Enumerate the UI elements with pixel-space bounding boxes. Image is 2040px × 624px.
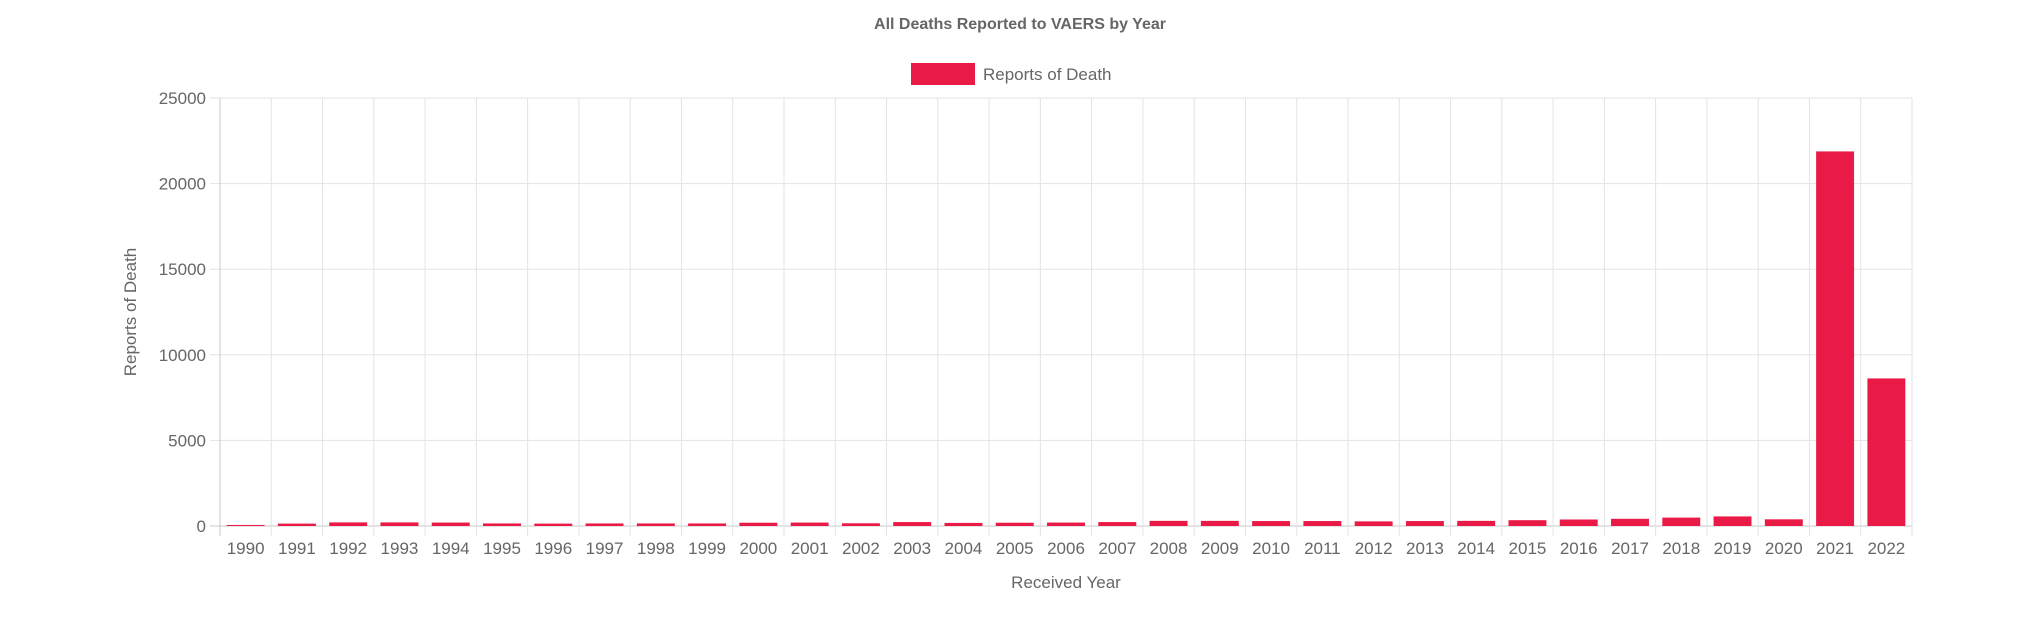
bar-1994[interactable] [431, 522, 470, 526]
x-tick-label: 2013 [1406, 539, 1444, 558]
x-tick-label: 2003 [893, 539, 931, 558]
x-tick-label: 1997 [586, 539, 624, 558]
bar-2018[interactable] [1662, 517, 1701, 526]
bar-2001[interactable] [790, 522, 829, 526]
bar-1997[interactable] [585, 523, 624, 526]
bar-2006[interactable] [1047, 522, 1085, 526]
bar-1998[interactable] [636, 523, 675, 526]
bar-2002[interactable] [841, 523, 880, 526]
bar-1995[interactable] [483, 523, 521, 526]
x-tick-label: 2011 [1304, 539, 1341, 558]
x-axis-title: Received Year [1011, 573, 1121, 592]
x-tick-label: 2018 [1662, 539, 1700, 558]
x-tick-label: 2022 [1867, 539, 1905, 558]
legend-label: Reports of Death [983, 65, 1112, 84]
x-tick-label: 2000 [739, 539, 777, 558]
bar-1991[interactable] [277, 523, 316, 526]
x-tick-label: 1995 [483, 539, 521, 558]
x-tick-label: 1990 [227, 539, 265, 558]
bar-2017[interactable] [1611, 518, 1649, 526]
x-tick-label: 1996 [534, 539, 572, 558]
grid-lines [210, 97, 1913, 536]
bar-2012[interactable] [1354, 521, 1393, 526]
x-tick-label: 1999 [688, 539, 726, 558]
x-tick-label: 2009 [1201, 539, 1239, 558]
y-tick-label: 15000 [159, 260, 206, 279]
bar-2015[interactable] [1508, 520, 1547, 526]
bar-2003[interactable] [893, 522, 932, 526]
x-tick-label: 1993 [381, 539, 419, 558]
chart-title: All Deaths Reported to VAERS by Year [874, 16, 1166, 33]
bar-2008[interactable] [1149, 520, 1188, 526]
bar-2013[interactable] [1405, 521, 1444, 526]
x-tick-label: 2006 [1047, 539, 1085, 558]
x-tick-label: 2014 [1457, 539, 1495, 558]
legend[interactable]: Reports of Death [911, 63, 1112, 85]
bar-2005[interactable] [995, 522, 1034, 526]
bar-2016[interactable] [1559, 519, 1598, 526]
bars [226, 151, 1906, 526]
bar-1992[interactable] [329, 522, 368, 526]
x-tick-label: 1998 [637, 539, 675, 558]
x-tick-label: 2016 [1560, 539, 1598, 558]
y-tick-label: 25000 [159, 89, 206, 108]
x-tick-label: 2004 [945, 539, 983, 558]
bar-2010[interactable] [1252, 521, 1291, 526]
bar-2021[interactable] [1816, 151, 1855, 526]
y-tick-label: 20000 [159, 175, 206, 194]
x-tick-label: 2019 [1714, 539, 1752, 558]
x-tick-label: 2002 [842, 539, 880, 558]
x-tick-label: 2015 [1509, 539, 1547, 558]
x-tick-label: 2017 [1611, 539, 1649, 558]
y-axis-ticks: 25000 20000 15000 10000 5000 0 [159, 89, 206, 536]
bar-2022[interactable] [1867, 378, 1906, 526]
bar-1993[interactable] [380, 522, 419, 526]
bar-2007[interactable] [1098, 522, 1137, 526]
bar-1990[interactable] [226, 524, 265, 526]
legend-swatch [911, 63, 975, 85]
bar-2020[interactable] [1764, 519, 1803, 526]
x-tick-label: 1992 [329, 539, 367, 558]
bar-2000[interactable] [739, 522, 778, 526]
x-tick-label: 2021 [1816, 539, 1854, 558]
y-axis-title: Reports of Death [121, 248, 140, 377]
x-tick-label: 2008 [1150, 539, 1188, 558]
y-tick-label: 5000 [168, 431, 206, 450]
y-tick-label: 0 [197, 517, 206, 536]
x-tick-label: 1994 [432, 539, 470, 558]
x-axis-ticks: 1990 1991 1992 1993 1994 1995 1996 1997 1998 1999… [227, 539, 1906, 558]
bar-1996[interactable] [534, 523, 573, 526]
x-tick-label: 1991 [278, 539, 316, 558]
y-tick-label: 10000 [159, 346, 206, 365]
bar-2004[interactable] [944, 522, 983, 526]
bar-2011[interactable] [1303, 521, 1342, 526]
bar-2009[interactable] [1200, 520, 1239, 526]
x-tick-label: 2010 [1252, 539, 1290, 558]
bar-2019[interactable] [1713, 516, 1752, 526]
bar-2014[interactable] [1457, 520, 1496, 526]
bar-1999[interactable] [688, 523, 727, 526]
x-tick-label: 2007 [1098, 539, 1136, 558]
x-tick-label: 2005 [996, 539, 1034, 558]
x-tick-label: 2012 [1355, 539, 1393, 558]
x-tick-label: 2020 [1765, 539, 1803, 558]
x-tick-label: 2001 [791, 539, 829, 558]
